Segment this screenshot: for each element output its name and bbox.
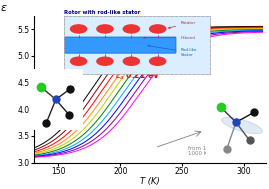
X-axis label: T (K): T (K) (140, 177, 160, 186)
Text: $T$↑  ⇒  $\nu_{rotation}$↑: $T$↑ ⇒ $\nu_{rotation}$↑ (120, 59, 170, 69)
Text: $\varepsilon$: $\varepsilon$ (0, 3, 7, 13)
Text: from 1 to
1000 KHz: from 1 to 1000 KHz (188, 146, 215, 156)
Text: $\mathit{E_a}$ 0.21 eV: $\mathit{E_a}$ 0.21 eV (115, 70, 160, 82)
